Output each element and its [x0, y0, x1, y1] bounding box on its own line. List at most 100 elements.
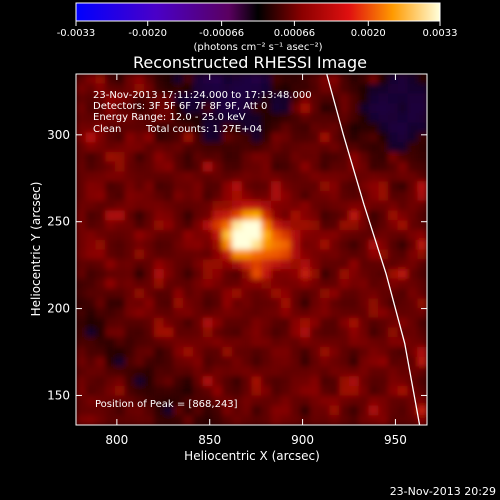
- heatmap-pixel: [397, 74, 409, 85]
- heatmap-pixel: [251, 83, 262, 95]
- heatmap-pixel: [76, 220, 87, 231]
- heatmap-pixel: [271, 171, 282, 182]
- heatmap-pixel: [222, 288, 233, 299]
- heatmap-pixel: [417, 122, 427, 134]
- heatmap-pixel: [368, 259, 379, 270]
- heatmap-pixel: [368, 347, 379, 358]
- heatmap-pixel: [407, 366, 418, 377]
- heatmap-pixel: [339, 220, 350, 231]
- heatmap-pixel: [349, 308, 360, 319]
- heatmap-pixel: [124, 298, 136, 309]
- heatmap-pixel: [368, 415, 379, 425]
- heatmap-pixel: [417, 142, 427, 153]
- heatmap-pixel: [271, 298, 282, 309]
- heatmap-pixel: [124, 337, 136, 348]
- heatmap-pixel: [85, 220, 97, 231]
- heatmap-pixel: [144, 405, 155, 416]
- heatmap-pixel: [378, 327, 389, 338]
- heatmap-pixel: [163, 386, 175, 397]
- heatmap-pixel: [251, 415, 262, 425]
- heatmap-pixel: [163, 200, 175, 212]
- heatmap-pixel: [154, 347, 165, 358]
- heatmap-pixel: [163, 142, 175, 153]
- heatmap-pixel: [134, 210, 145, 221]
- heatmap-pixel: [183, 152, 194, 163]
- heatmap-pixel: [202, 74, 214, 85]
- heatmap-pixel: [358, 113, 370, 124]
- heatmap-pixel: [76, 239, 87, 251]
- heatmap-pixel: [368, 152, 379, 163]
- heatmap-pixel: [261, 405, 272, 416]
- heatmap-pixel: [290, 288, 301, 299]
- heatmap-pixel: [310, 366, 321, 377]
- heatmap-pixel: [339, 347, 350, 358]
- heatmap-pixel: [212, 83, 223, 95]
- heatmap-pixel: [290, 298, 301, 309]
- heatmap-pixel: [105, 230, 116, 241]
- heatmap-pixel: [378, 317, 389, 329]
- heatmap-pixel: [397, 259, 409, 270]
- heatmap-pixel: [241, 113, 253, 124]
- heatmap-pixel: [251, 220, 262, 231]
- heatmap-pixel: [202, 103, 214, 114]
- heatmap-pixel: [388, 152, 399, 163]
- heatmap-pixel: [280, 288, 292, 299]
- heatmap-pixel: [124, 181, 136, 192]
- heatmap-pixel: [115, 161, 126, 173]
- heatmap-pixel: [329, 288, 340, 299]
- heatmap-pixel: [241, 171, 253, 182]
- heatmap-pixel: [310, 269, 321, 280]
- heatmap-pixel: [212, 161, 223, 173]
- heatmap-pixel: [222, 210, 233, 221]
- heatmap-pixel: [134, 366, 145, 377]
- heatmap-pixel: [144, 161, 155, 173]
- heatmap-pixel: [144, 366, 155, 377]
- heatmap-pixel: [115, 327, 126, 338]
- heatmap-pixel: [251, 239, 262, 251]
- heatmap-pixel: [397, 210, 409, 221]
- heatmap-pixel: [280, 93, 292, 104]
- heatmap-pixel: [124, 376, 136, 387]
- heatmap-pixel: [173, 191, 184, 202]
- heatmap-pixel: [173, 249, 184, 260]
- heatmap-pixel: [329, 308, 340, 319]
- heatmap-pixel: [319, 386, 331, 397]
- heatmap-pixel: [358, 152, 370, 163]
- heatmap-pixel: [183, 269, 194, 280]
- colorbar-tick-label: 0.00066: [274, 28, 315, 39]
- heatmap-pixel: [76, 366, 87, 377]
- heatmap-pixel: [163, 122, 175, 134]
- heatmap-pixel: [358, 376, 370, 387]
- heatmap-pixel: [134, 376, 145, 387]
- heatmap-pixel: [183, 317, 194, 329]
- heatmap-pixel: [212, 366, 223, 377]
- heatmap-pixel: [378, 113, 389, 124]
- heatmap-pixel: [115, 395, 126, 407]
- heatmap-pixel: [173, 366, 184, 377]
- heatmap-pixel: [349, 317, 360, 329]
- heatmap-pixel: [329, 298, 340, 309]
- heatmap-pixel: [378, 191, 389, 202]
- heatmap-pixel: [251, 327, 262, 338]
- heatmap-pixel: [222, 132, 233, 143]
- heatmap-pixel: [115, 269, 126, 280]
- heatmap-pixel: [300, 366, 311, 377]
- heatmap-pixel: [300, 230, 311, 241]
- heatmap-pixel: [241, 83, 253, 95]
- heatmap-pixel: [349, 337, 360, 348]
- heatmap-pixel: [95, 161, 106, 173]
- heatmap-pixel: [368, 220, 379, 231]
- heatmap-pixel: [310, 93, 321, 104]
- heatmap-pixel: [76, 415, 87, 425]
- heatmap-pixel: [124, 415, 136, 425]
- heatmap-pixel: [212, 317, 223, 329]
- heatmap-pixel: [358, 347, 370, 358]
- heatmap-pixel: [300, 269, 311, 280]
- heatmap-pixel: [290, 269, 301, 280]
- heatmap-pixel: [105, 171, 116, 182]
- heatmap-pixel: [173, 259, 184, 270]
- heatmap-pixel: [339, 288, 350, 299]
- heatmap-pixel: [76, 122, 87, 134]
- heatmap-pixel: [134, 356, 145, 368]
- heatmap-pixel: [105, 386, 116, 397]
